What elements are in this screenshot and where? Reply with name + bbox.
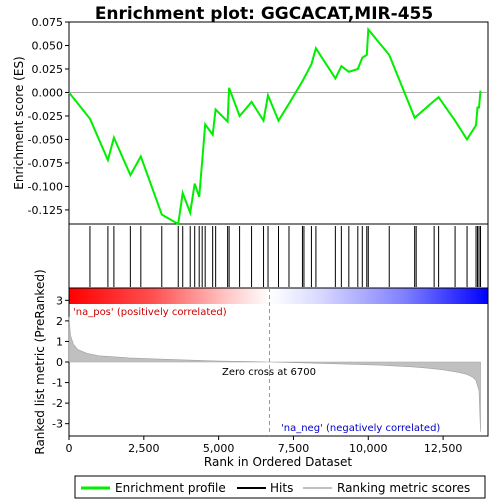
legend-label-hits: Hits [270,481,293,495]
metric-axis-label: Ranked list metric (PreRanked) [33,269,47,454]
metric-y-tick-label: 3 [56,294,63,307]
es-y-tick-label: -0.075 [28,157,63,170]
es-y-tick-label: -0.125 [28,204,63,217]
legend: Enrichment profile Hits Ranking metric s… [74,475,486,499]
metric-y-tick-label: -3 [52,418,63,431]
x-axis-label: Rank in Ordered Dataset [204,455,352,469]
x-tick-label: 0 [66,442,73,455]
x-tick-label: 7,500 [278,442,310,455]
es-y-tick-label: 0.025 [32,63,64,76]
metric-y-tick-label: -1 [52,377,63,390]
gradient-bar [69,288,488,304]
es-panel-frame [68,21,489,225]
chart-title: Enrichment plot: GGCACAT,MIR-455 [95,4,433,24]
es-layer [68,26,488,226]
x-tick-label: 2,500 [128,442,160,455]
metric-y-tick-label: 0 [56,356,63,369]
hits-layer [89,226,482,287]
enrichment-profile-line [68,26,482,226]
pos-label: 'na_pos' (positively correlated) [73,307,227,318]
es-y-tick-label: -0.050 [28,133,63,146]
legend-label-metric: Ranking metric scores [337,481,470,495]
legend-label-enrichment: Enrichment profile [115,481,226,495]
metric-y-tick-label: 2 [56,315,63,328]
x-tick-label: 12,500 [424,442,463,455]
es-axis-label: Enrichment score (ES) [12,56,26,189]
neg-label: 'na_neg' (negatively correlated) [281,423,440,434]
ranking-metric-area [68,316,481,432]
es-y-tick-label: -0.100 [28,180,63,193]
es-y-tick-label: -0.025 [28,110,63,123]
x-tick-label: 10,000 [349,442,388,455]
metric-y-tick-label: 1 [56,335,63,348]
es-y-tick-label: 0.075 [32,16,64,29]
zero-cross-label: Zero cross at 6700 [222,367,316,378]
legend-frame [74,475,486,499]
metric-y-tick-label: -2 [52,397,63,410]
es-y-tick-label: 0.000 [32,86,64,99]
es-y-tick-label: 0.050 [32,39,64,52]
x-tick-label: 5,000 [203,442,235,455]
metric-layer [68,288,481,436]
axes-layer: -0.125 -0.100 -0.075 -0.050 -0.025 0.000 0.025… [28,16,463,455]
